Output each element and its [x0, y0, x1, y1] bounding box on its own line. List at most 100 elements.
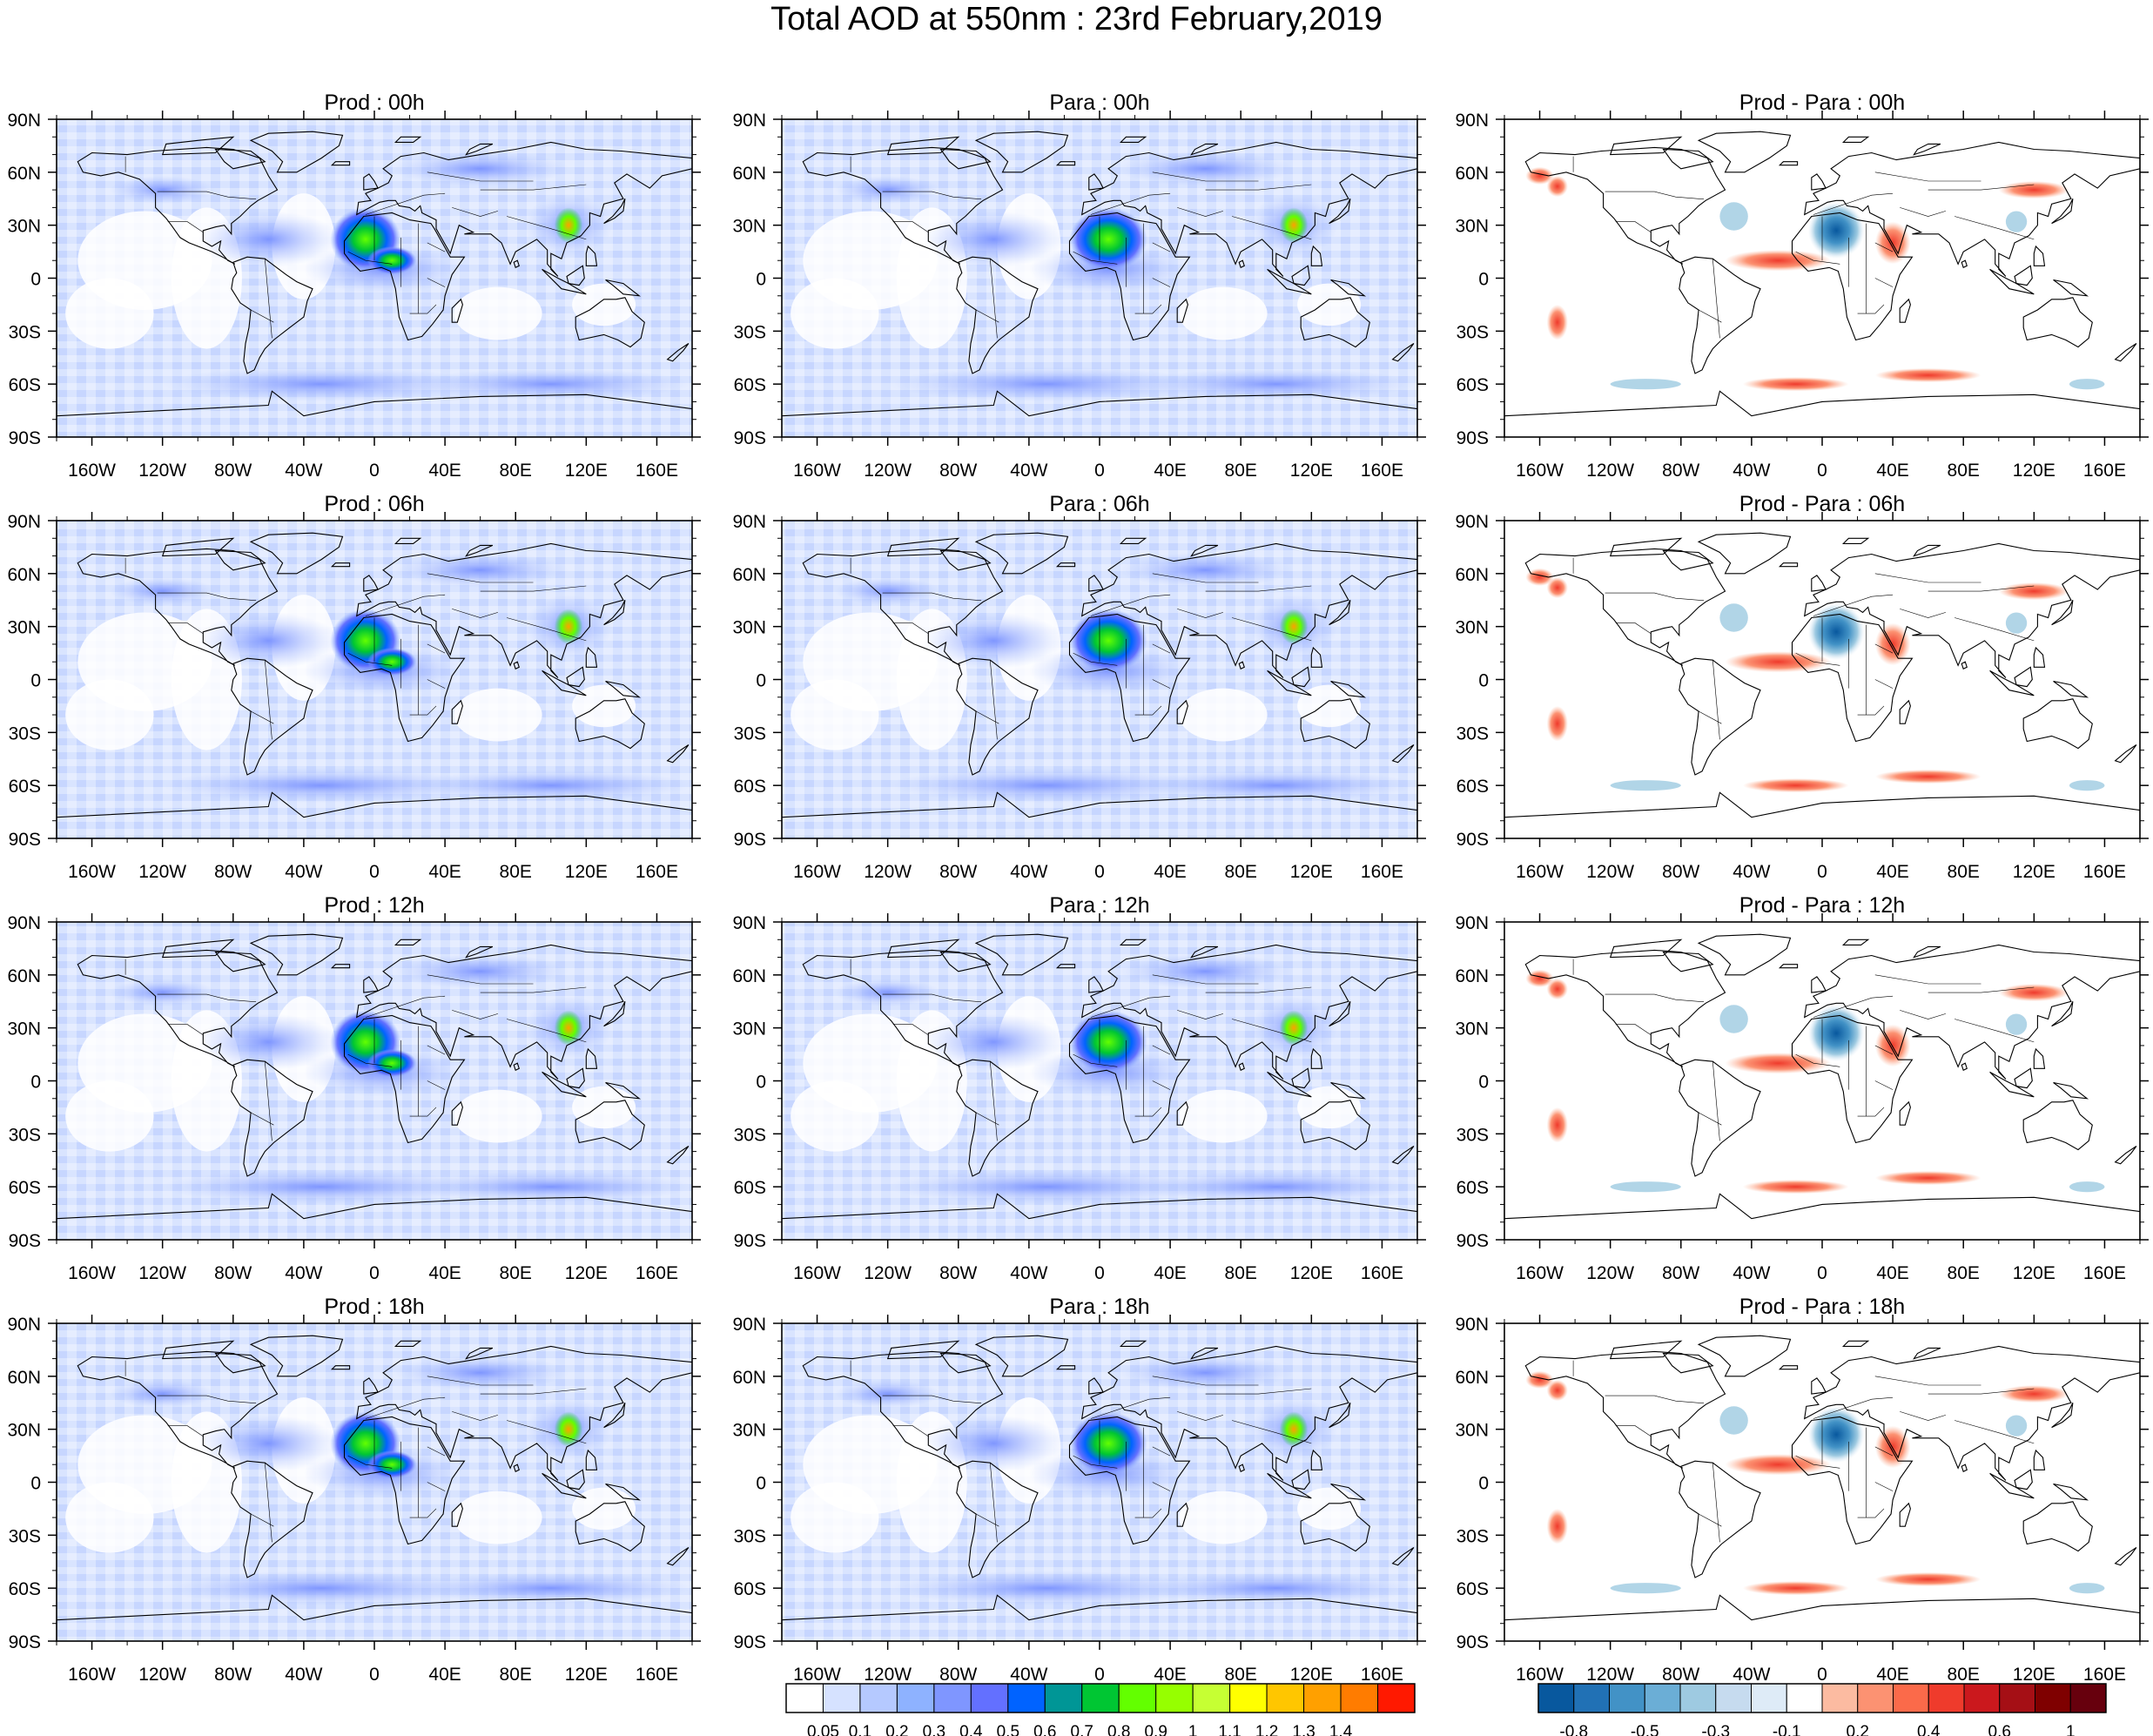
lat-label: 30N: [7, 618, 41, 638]
coastline-borneo: [1291, 666, 1310, 688]
lat-label: 90N: [732, 1315, 766, 1335]
colorbar-swatch: [1007, 1683, 1046, 1713]
coastline-africa: [1068, 1416, 1191, 1545]
lat-label: 60N: [7, 966, 41, 986]
coastline-indonesia: [1267, 1071, 1312, 1098]
lon-label: 160W: [793, 1665, 841, 1685]
colorbar-frame: [1537, 1683, 2107, 1713]
aod-plume: [1117, 151, 1295, 187]
aod-plume: [162, 1570, 481, 1606]
colorbar-swatch: [1377, 1683, 1416, 1713]
aod-plume: [887, 1168, 1206, 1205]
coastline-indonesia: [1267, 670, 1312, 696]
lon-label: 80E: [500, 1263, 532, 1283]
coastline-novaya-zemlya: [465, 544, 494, 557]
lat-label: 60S: [1457, 1178, 1489, 1198]
coastline-australia: [2022, 698, 2093, 750]
country-border: [1813, 594, 1894, 616]
sahel-dust-plume: [367, 1049, 417, 1078]
positive-difference-area: [1725, 1454, 1832, 1476]
lon-label: 120E: [1290, 1665, 1333, 1685]
lon-label: 160E: [2083, 1263, 2126, 1283]
lat-label: 90S: [734, 428, 766, 448]
country-border: [1205, 184, 1312, 191]
country-border: [409, 1107, 437, 1117]
lat-label: 60S: [9, 1579, 41, 1599]
coastline-arctic-islands: [1609, 939, 1683, 959]
coastline-north-america: [77, 949, 279, 1067]
lat-label: 60N: [7, 1368, 41, 1388]
country-border: [1615, 622, 1652, 635]
coastline-sri-lanka: [1238, 259, 1245, 269]
lon-label: 120W: [138, 461, 186, 481]
coastline-africa: [343, 1014, 466, 1144]
lon-label: 160E: [1361, 862, 1403, 882]
coastline-sri-lanka: [513, 1062, 520, 1072]
coastline-madagascar: [1176, 298, 1188, 323]
coastline-new-guinea: [2053, 1081, 2089, 1100]
coastline-borneo: [2014, 1067, 2033, 1089]
coastline-greenland: [249, 532, 344, 575]
country-border: [1874, 1376, 1981, 1386]
coastline-eurasia: [355, 944, 692, 1080]
country-border: [975, 1112, 999, 1126]
lon-label: 0: [1094, 461, 1105, 481]
coastline-greenland: [249, 933, 344, 976]
coastline-madagascar: [1899, 298, 1911, 323]
coastline-baffin: [1662, 951, 1714, 972]
lat-label: 0: [1478, 1474, 1489, 1494]
coastline-baffin: [214, 1352, 266, 1374]
coastline-svalbard: [1119, 136, 1147, 143]
country-border: [1874, 974, 1981, 985]
lon-label: 160E: [636, 1263, 678, 1283]
lat-label: 0: [1478, 1073, 1489, 1093]
country-border: [1073, 251, 1118, 265]
coastline-indonesia: [542, 1472, 587, 1499]
coastline-new-guinea: [605, 1483, 642, 1501]
country-border: [1152, 278, 1171, 287]
coastline-baffin: [214, 148, 266, 170]
coastline-uk: [1811, 575, 1827, 592]
country-border: [480, 986, 587, 993]
sahara-dust-plume: [1069, 207, 1147, 272]
lat-label: 90N: [1455, 111, 1489, 131]
country-border: [157, 1395, 257, 1403]
negative-difference-area: [2069, 780, 2105, 791]
coastline-svalbard: [1119, 537, 1147, 544]
coastline-antarctica: [57, 1193, 692, 1240]
positive-difference-area: [1742, 1581, 1849, 1596]
lon-label: 160E: [636, 461, 678, 481]
coastline-eurasia: [1080, 141, 1417, 277]
country-border: [975, 710, 999, 724]
lon-label: 160W: [68, 862, 116, 882]
lat-label: 60N: [1455, 1368, 1489, 1388]
country-border: [1874, 1446, 1894, 1457]
colorbar-label: 0.4: [959, 1723, 983, 1736]
coastline-uk: [363, 173, 379, 191]
coastline-svalbard: [1119, 1340, 1147, 1347]
coastline-philippines: [585, 1047, 598, 1069]
lon-label: 120E: [2013, 862, 2055, 882]
lon-label: 160W: [793, 461, 841, 481]
country-border: [250, 309, 274, 323]
colorbar-swatch: [1715, 1683, 1752, 1713]
coastline-sri-lanka: [1961, 661, 1968, 670]
lat-label: 60N: [732, 164, 766, 184]
country-border: [882, 592, 982, 601]
coastline-antarctica: [57, 791, 692, 838]
lon-label: 80E: [1225, 862, 1257, 882]
negative-difference-area: [2069, 1181, 2105, 1193]
coastline-africa: [1791, 1416, 1914, 1545]
lon-label: 80E: [1948, 1263, 1980, 1283]
lat-label: 90N: [732, 111, 766, 131]
lon-label: 80W: [214, 862, 252, 882]
country-border: [1928, 585, 2035, 592]
coastline-baffin: [939, 1352, 992, 1374]
low-aod-area: [1179, 1490, 1268, 1544]
country-border: [427, 679, 446, 689]
lat-label: 90N: [1455, 913, 1489, 933]
country-border: [1134, 1508, 1162, 1518]
lat-label: 30N: [732, 1019, 766, 1040]
